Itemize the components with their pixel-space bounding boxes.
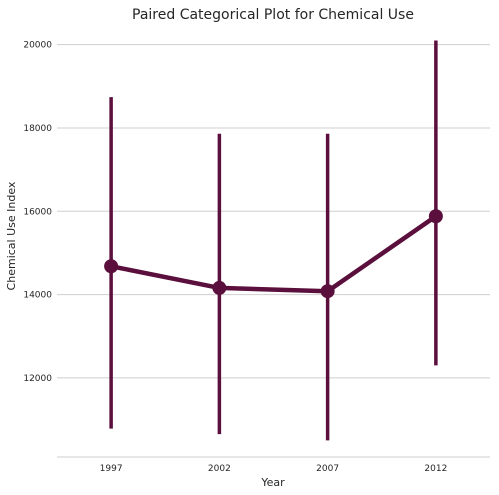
gridlines [57,44,490,379]
chart-title: Paired Categorical Plot for Chemical Use [132,7,414,23]
data-point-2012 [428,209,443,224]
y-tick-label-14000: 14000 [23,291,52,301]
y-tick-label-20000: 20000 [23,41,52,51]
data-points [104,209,443,299]
x-tick-label-2012: 2012 [424,464,447,474]
y-axis-label: Chemical Use Index [5,181,18,290]
error-bars [109,40,438,441]
y-tick-label-18000: 18000 [23,124,52,134]
series-lines [110,214,438,294]
x-tick-labels: 1997 2002 2007 2012 [100,464,448,474]
x-tick-label-2007: 2007 [316,464,339,474]
series-line-0 [110,214,438,294]
y-tick-label-16000: 16000 [23,207,52,217]
x-axis-label: Year [260,476,285,489]
x-tick-label-2002: 2002 [208,464,231,474]
y-tick-label-12000: 12000 [23,374,52,384]
data-point-2002 [212,280,227,295]
data-point-1997 [104,259,119,274]
data-point-2007 [320,284,335,299]
x-tick-label-1997: 1997 [100,464,123,474]
y-tick-labels: 12000 14000 16000 18000 20000 [23,41,52,384]
